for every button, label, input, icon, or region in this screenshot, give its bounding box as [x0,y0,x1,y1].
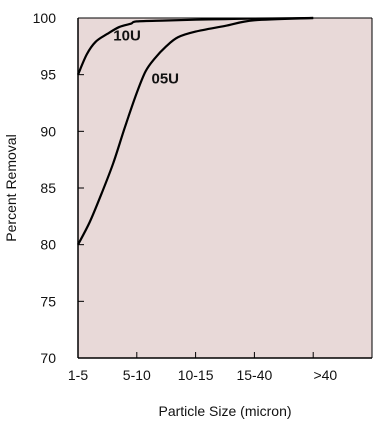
series-labels: 10U 05U [113,28,179,88]
series-label-10U: 10U [113,28,141,45]
y-tick-label: 90 [40,123,56,139]
x-tick-label: 1-5 [68,367,88,383]
plot-area [78,18,372,358]
x-ticks: 1-5 5-10 10-15 15-40 >40 [68,352,337,383]
x-tick-label: 15-40 [236,367,272,383]
y-tick-label: 95 [40,67,56,83]
x-tick-label: >40 [313,367,337,383]
y-axis-title: Percent Removal [3,134,19,241]
y-tick-label: 85 [40,180,56,196]
y-tick-label: 70 [40,350,56,366]
y-tick-label: 75 [40,293,56,309]
series-lines [76,16,314,246]
series-line-10U [76,16,314,76]
x-tick-label: 10-15 [178,367,214,383]
series-line-05U [77,16,314,246]
x-tick-label: 5-10 [123,367,151,383]
y-tick-label: 100 [33,10,57,26]
y-ticks: 70 75 80 85 90 95 100 [33,10,84,366]
y-tick-label: 80 [40,237,56,253]
x-axis-title: Particle Size (micron) [158,403,291,419]
series-label-05U: 05U [152,71,180,88]
